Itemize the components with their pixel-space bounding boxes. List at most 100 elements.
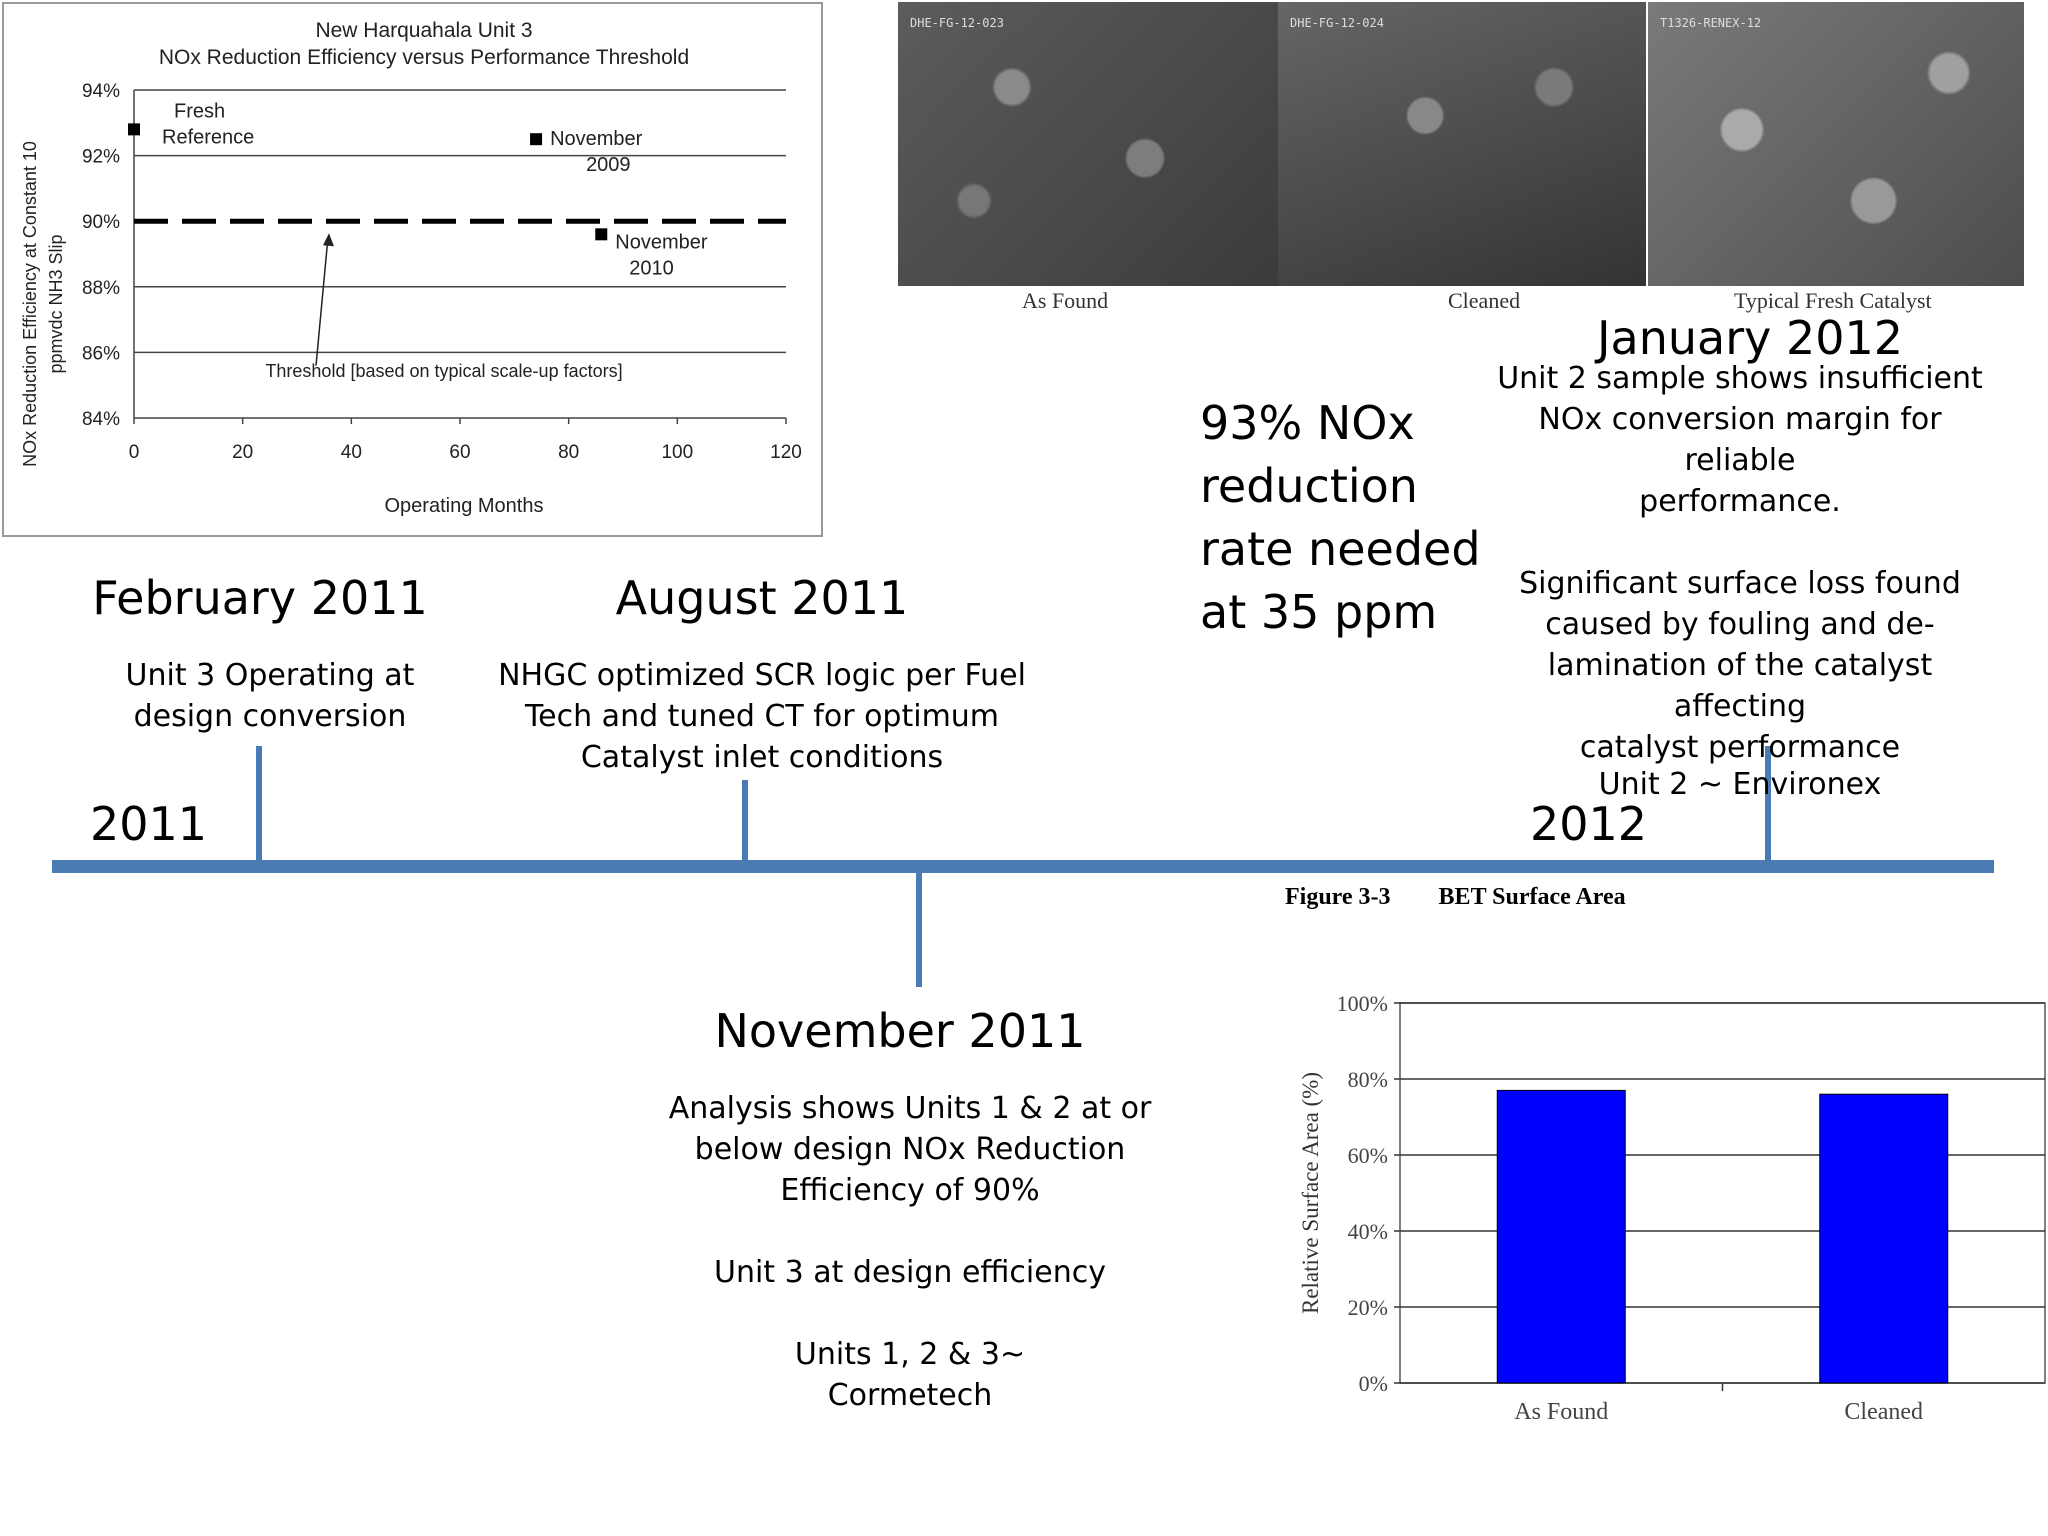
event-line: Units 1, 2 & 3~ xyxy=(794,1337,1026,1372)
event-line: design conversion xyxy=(133,699,407,734)
nox-x-tick-label: 120 xyxy=(770,442,802,463)
event-date-nov-2011: November 2011 xyxy=(714,1004,1086,1058)
event-text-nov-2011: Analysis shows Units 1 & 2 at or below d… xyxy=(630,1088,1190,1416)
nox-point-label: 2009 xyxy=(586,154,631,176)
event-line: catalyst performance xyxy=(1579,730,1901,765)
nox-data-point xyxy=(530,133,543,146)
sem-image-as-found: DHE-FG-12-023 xyxy=(898,2,1278,286)
nox-x-tick-label: 20 xyxy=(232,442,253,463)
timeline-bar xyxy=(52,860,1994,873)
callout-line: reduction xyxy=(1200,459,1418,513)
sem-code-fresh: T1326-RENEX-12 xyxy=(1660,16,1762,30)
bet-bar xyxy=(1496,1089,1626,1384)
event-text-aug-2011: NHGC optimized SCR logic per Fuel Tech a… xyxy=(482,655,1042,778)
nox-x-axis-label: Operating Months xyxy=(385,495,544,517)
event-line: Efficiency of 90% xyxy=(780,1173,1040,1208)
sem-label-cleaned: Cleaned xyxy=(1448,288,1521,313)
event-line xyxy=(630,1211,1190,1252)
nox-x-tick-label: 100 xyxy=(661,442,693,463)
event-date-aug-2011: August 2011 xyxy=(615,571,909,625)
nox-point-label: 2010 xyxy=(629,257,674,279)
nox-chart-svg: New Harquahala Unit 3 NOx Reduction Effic… xyxy=(20,19,802,517)
sem-image-cleaned: DHE-FG-12-024 xyxy=(1278,2,1646,286)
callout-line: rate needed xyxy=(1200,522,1481,576)
callout-93-percent: 93% NOx reduction rate needed at 35 ppm xyxy=(1200,392,1481,644)
timeline-tick-aug-2011 xyxy=(742,780,748,860)
nox-y-tick-label: 86% xyxy=(82,343,120,364)
event-line: Catalyst inlet conditions xyxy=(580,740,944,775)
nox-y-tick-label: 88% xyxy=(82,278,120,299)
event-line: performance. xyxy=(1639,484,1841,519)
bet-surface-area-chart: 0% 20% 40% 60% 80% 100% As Found Cleaned Relativ… xyxy=(1290,975,2048,1445)
timeline-tick-jan-2012 xyxy=(1765,746,1771,860)
event-line: Cormetech xyxy=(827,1378,993,1413)
nox-point-label: November xyxy=(550,128,643,150)
event-date-jan-2012: January 2012 xyxy=(1596,311,1904,365)
year-label-2011: 2011 xyxy=(90,797,208,851)
nox-data-point xyxy=(595,228,608,241)
event-text-jan-2012: Unit 2 sample shows insufficient NOx con… xyxy=(1480,358,2000,805)
nox-chart-title: New Harquahala Unit 3 xyxy=(315,19,532,42)
callout-line: at 35 ppm xyxy=(1200,585,1438,639)
nox-y-tick-label: 90% xyxy=(82,212,120,233)
event-line: NOx conversion margin for reliable xyxy=(1538,402,1942,478)
bet-chart-svg: 0% 20% 40% 60% 80% 100% As Found Cleaned Relativ… xyxy=(1298,991,2046,1425)
nox-y-axis-label-group: NOx Reduction Efficiency at Constant 10 p… xyxy=(20,141,66,467)
nox-chart-subtitle: NOx Reduction Efficiency versus Performa… xyxy=(159,46,689,69)
event-line: Analysis shows Units 1 & 2 at or xyxy=(668,1091,1152,1126)
bet-y-tick-label: 40% xyxy=(1348,1219,1388,1244)
event-line: NHGC optimized SCR logic per Fuel xyxy=(498,658,1026,693)
nox-data-point xyxy=(128,123,140,136)
bet-x-tick-label: Cleaned xyxy=(1844,1399,1923,1425)
event-line xyxy=(1480,522,2000,563)
nox-x-tick-label: 80 xyxy=(558,442,579,463)
event-line: below design NOx Reduction xyxy=(694,1132,1126,1167)
event-line: Unit 2 sample shows insufficient xyxy=(1497,361,1983,396)
nox-y-axis-label: NOx Reduction Efficiency at Constant 10 xyxy=(20,141,40,467)
bet-figure-number: Figure 3-3 xyxy=(1285,884,1391,910)
bet-y-tick-label: 20% xyxy=(1348,1295,1388,1320)
nox-point-label: Fresh xyxy=(174,100,225,122)
nox-threshold-arrow-line xyxy=(315,237,329,366)
event-date-feb-2011: February 2011 xyxy=(92,571,428,625)
nox-threshold-arrowhead xyxy=(323,233,334,247)
nox-y-axis-label: ppmvdc NH3 Slip xyxy=(46,234,66,373)
timeline-tick-nov-2011 xyxy=(916,873,922,987)
event-line: lamination of the catalyst affecting xyxy=(1547,648,1933,724)
sem-code-cleaned: DHE-FG-12-024 xyxy=(1290,16,1384,30)
nox-x-tick-label: 40 xyxy=(341,442,362,463)
bet-chart-title: BET Surface Area xyxy=(1438,884,1626,910)
event-line: caused by fouling and de- xyxy=(1545,607,1935,642)
event-line xyxy=(630,1293,1190,1334)
event-line: Tech and tuned CT for optimum xyxy=(524,699,1000,734)
event-line: Significant surface loss found xyxy=(1519,566,1961,601)
nox-x-tick-label: 60 xyxy=(449,442,470,463)
bet-y-tick-label: 100% xyxy=(1337,991,1388,1016)
nox-y-tick-label: 94% xyxy=(82,81,120,102)
bet-bar xyxy=(1819,1093,1949,1384)
bet-y-tick-label: 0% xyxy=(1359,1371,1388,1396)
bet-figure-label: Figure 3-3 BET Surface Area xyxy=(1285,884,1626,911)
timeline-tick-feb-2011 xyxy=(256,746,262,860)
sem-label-as-found: As Found xyxy=(1022,288,1109,313)
bet-y-tick-label: 60% xyxy=(1348,1143,1388,1168)
sem-label-fresh: Typical Fresh Catalyst xyxy=(1734,288,1932,313)
bet-y-tick-label: 80% xyxy=(1348,1067,1388,1092)
year-label-2012: 2012 xyxy=(1530,797,1648,851)
nox-y-tick-label: 84% xyxy=(82,409,120,430)
nox-point-label: Reference xyxy=(162,126,254,148)
nox-y-tick-label: 92% xyxy=(82,147,120,168)
nox-efficiency-chart: New Harquahala Unit 3 NOx Reduction Effic… xyxy=(2,2,823,537)
bet-x-tick-label: As Found xyxy=(1514,1399,1608,1425)
bet-y-axis-label: Relative Surface Area (%) xyxy=(1298,1072,1323,1314)
sem-image-fresh: T1326-RENEX-12 xyxy=(1648,2,2024,286)
event-text-feb-2011: Unit 3 Operating at design conversion xyxy=(60,655,480,737)
nox-point-label: November xyxy=(615,231,708,253)
event-line: Unit 3 at design efficiency xyxy=(714,1255,1106,1290)
callout-line: 93% NOx xyxy=(1200,396,1415,450)
event-line: Unit 3 Operating at xyxy=(125,658,415,693)
nox-x-tick-label: 0 xyxy=(129,442,140,463)
nox-threshold-label: Threshold [based on typical scale-up fac… xyxy=(265,361,622,381)
event-line: Unit 2 ~ Environex xyxy=(1598,767,1882,802)
sem-code-as-found: DHE-FG-12-023 xyxy=(910,16,1004,30)
